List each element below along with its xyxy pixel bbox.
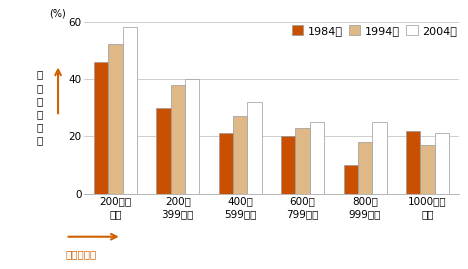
Bar <box>219 133 233 194</box>
Text: 母
親
の
就
業
率: 母 親 の 就 業 率 <box>36 70 43 146</box>
Bar <box>281 136 295 194</box>
Bar <box>310 122 324 194</box>
Bar <box>420 145 435 194</box>
Bar <box>156 108 171 194</box>
Legend: 1984年, 1994年, 2004年: 1984年, 1994年, 2004年 <box>292 25 457 36</box>
Bar <box>94 62 108 194</box>
Bar <box>406 130 420 194</box>
Bar <box>171 85 185 194</box>
Bar <box>358 142 372 194</box>
Text: (%): (%) <box>49 8 66 18</box>
Bar <box>435 133 449 194</box>
Bar <box>295 128 310 194</box>
Bar <box>108 44 123 194</box>
Bar <box>123 27 137 194</box>
Bar <box>248 102 262 194</box>
Bar <box>344 165 358 194</box>
Bar <box>185 79 199 194</box>
Bar <box>233 116 248 194</box>
Bar <box>372 122 387 194</box>
Text: 父親の年収: 父親の年収 <box>66 249 97 259</box>
